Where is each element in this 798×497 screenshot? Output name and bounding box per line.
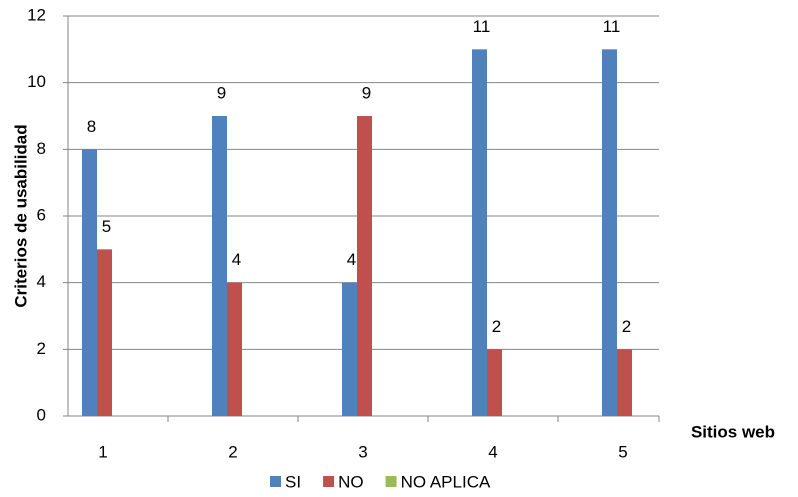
data-label: 9: [217, 83, 226, 102]
legend-swatch: [385, 476, 397, 487]
data-label: 2: [492, 317, 501, 336]
data-label: 4: [232, 250, 241, 269]
legend-label: NO: [338, 472, 364, 491]
y-tick-label: 2: [37, 339, 46, 358]
bar: [617, 349, 632, 416]
y-tick-label: 4: [37, 272, 46, 291]
data-label: 9: [362, 83, 371, 102]
y-tick-label: 8: [37, 139, 46, 158]
data-label: 11: [603, 17, 621, 36]
legend-swatch: [323, 476, 335, 487]
x-tick-label: 3: [358, 442, 367, 461]
y-tick-label: 0: [37, 405, 46, 424]
legend-label: NO APLICA: [401, 472, 491, 491]
y-tick-label: 6: [37, 205, 46, 224]
bar: [472, 49, 487, 416]
x-tick-label: 4: [488, 442, 497, 461]
legend-swatch: [270, 476, 281, 487]
data-label: 4: [347, 250, 356, 269]
data-label: 2: [622, 317, 631, 336]
x-tick-label: 5: [618, 442, 627, 461]
bar: [97, 249, 112, 416]
bar: [342, 282, 357, 416]
bar: [357, 116, 372, 416]
bar: [82, 149, 97, 417]
y-axis-title: Criterios de usabilidad: [11, 124, 30, 307]
y-tick-label: 10: [27, 72, 46, 91]
data-label: 8: [87, 117, 96, 136]
x-tick-label: 2: [228, 442, 237, 461]
x-axis-title: Sitios web: [691, 422, 775, 441]
bar: [212, 116, 227, 416]
x-tick-label: 1: [98, 442, 107, 461]
y-tick-label: 12: [27, 5, 46, 24]
data-label: 5: [102, 217, 111, 236]
bar: [227, 282, 242, 416]
legend-label: SI: [285, 472, 301, 491]
bar: [602, 49, 617, 416]
bar: [487, 349, 502, 416]
data-label: 11: [473, 17, 491, 36]
